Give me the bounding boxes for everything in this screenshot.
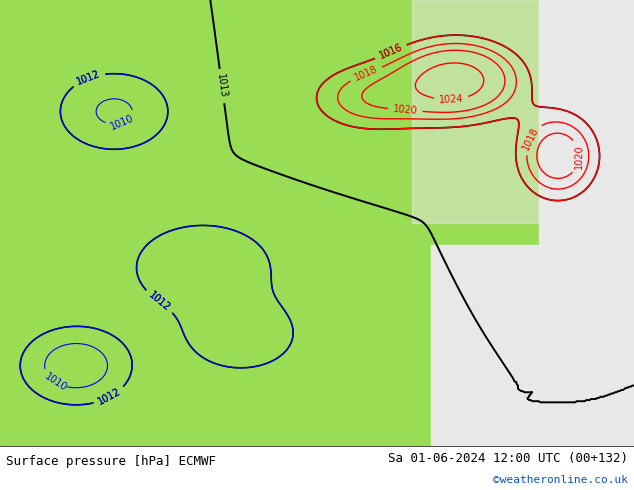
Text: 1010: 1010 (42, 371, 68, 393)
Text: 1016: 1016 (378, 42, 404, 61)
Text: Sa 01-06-2024 12:00 UTC (00+132): Sa 01-06-2024 12:00 UTC (00+132) (387, 452, 628, 465)
Text: 1012: 1012 (146, 290, 172, 314)
Text: 1010: 1010 (109, 113, 136, 132)
Text: ©weatheronline.co.uk: ©weatheronline.co.uk (493, 475, 628, 485)
Text: 1018: 1018 (521, 125, 540, 152)
Text: 1012: 1012 (75, 69, 102, 87)
Text: 1024: 1024 (439, 94, 464, 105)
Text: 1013: 1013 (216, 73, 228, 99)
Text: 1020: 1020 (392, 104, 418, 116)
Text: 1012: 1012 (96, 387, 123, 407)
Text: 1018: 1018 (353, 64, 379, 83)
Text: Surface pressure [hPa] ECMWF: Surface pressure [hPa] ECMWF (6, 455, 216, 468)
Polygon shape (431, 245, 634, 446)
Polygon shape (412, 0, 539, 223)
Text: 1020: 1020 (574, 144, 584, 169)
Text: 1012: 1012 (146, 290, 172, 314)
Text: 1016: 1016 (378, 42, 404, 61)
Text: 1012: 1012 (96, 387, 123, 407)
Text: 1012: 1012 (75, 69, 102, 87)
Polygon shape (539, 0, 634, 245)
